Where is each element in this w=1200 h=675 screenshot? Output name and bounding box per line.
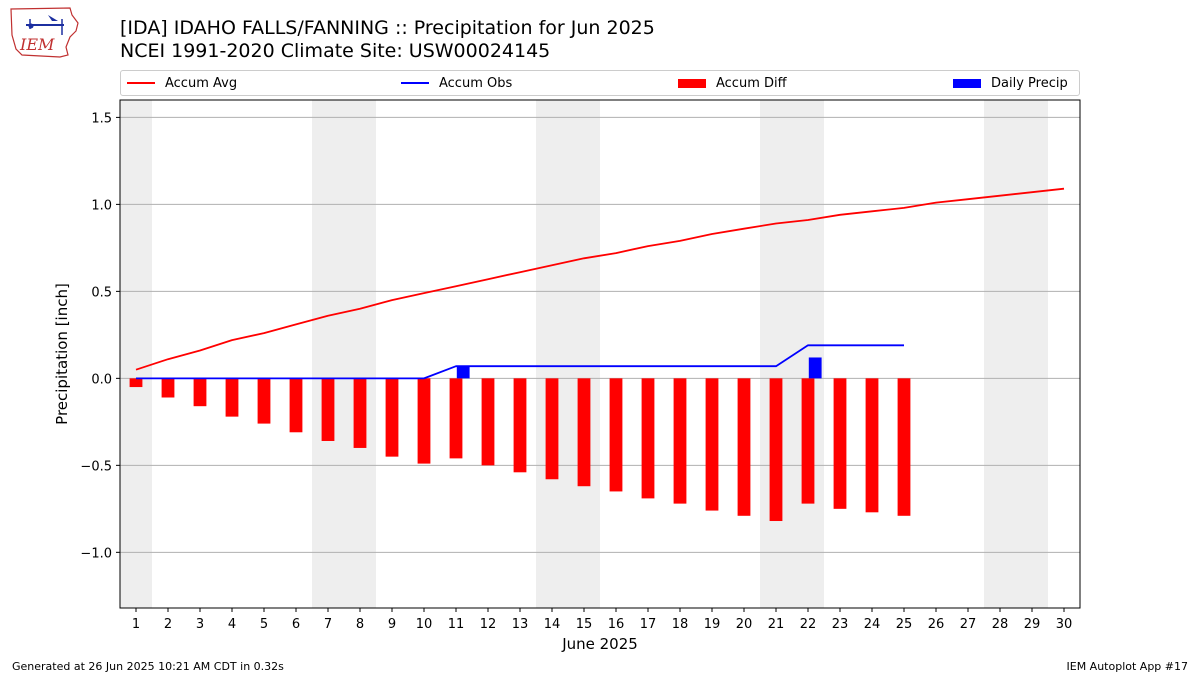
logo-text: IEM	[19, 35, 55, 54]
legend-swatch-accum-obs	[401, 82, 429, 84]
weekend-shade	[760, 100, 824, 608]
x-tick-label: 2	[164, 617, 172, 632]
accum-diff-bar	[673, 378, 687, 504]
accum-diff-bar	[129, 378, 143, 388]
chart-legend: Accum Avg Accum Obs Accum Diff Daily Pre…	[120, 70, 1080, 96]
x-tick-label: 8	[356, 617, 364, 632]
y-tick-label: 1.5	[91, 111, 112, 126]
legend-label-accum-obs: Accum Obs	[439, 75, 513, 91]
x-tick-label: 27	[960, 617, 977, 632]
x-tick-label: 26	[928, 617, 945, 632]
x-tick-label: 18	[672, 617, 689, 632]
y-tick-label: −0.5	[80, 459, 112, 474]
accum-diff-bar	[705, 378, 719, 511]
legend-label-accum-avg: Accum Avg	[165, 75, 238, 91]
y-tick-label: 0.5	[91, 285, 112, 300]
accum-diff-bar	[609, 378, 623, 492]
x-tick-label: 7	[324, 617, 332, 632]
x-tick-label: 25	[896, 617, 913, 632]
x-tick-label: 10	[416, 617, 433, 632]
accum-diff-bar	[385, 378, 399, 457]
legend-item-accum-obs: Accum Obs	[401, 71, 512, 95]
legend-item-accum-diff: Accum Diff	[678, 71, 787, 95]
x-tick-label: 13	[512, 617, 529, 632]
x-tick-label: 16	[608, 617, 625, 632]
iem-logo: IEM	[10, 7, 79, 58]
legend-swatch-accum-avg	[127, 82, 155, 84]
x-tick-label: 24	[864, 617, 881, 632]
accum-diff-bar	[801, 378, 815, 504]
daily-precip-bar	[808, 357, 822, 379]
legend-swatch-accum-diff	[678, 78, 706, 88]
x-tick-label: 12	[480, 617, 497, 632]
x-tick-label: 14	[544, 617, 561, 632]
x-tick-label: 30	[1056, 617, 1073, 632]
accum-diff-bar	[641, 378, 655, 499]
accum-diff-bar	[257, 378, 271, 424]
x-tick-label: 11	[448, 617, 465, 632]
legend-label-daily-precip: Daily Precip	[991, 75, 1068, 91]
accum-diff-bar	[417, 378, 431, 464]
daily-precip-bar	[456, 366, 470, 379]
accum-diff-bar	[833, 378, 847, 509]
x-axis-label: June 2025	[561, 635, 638, 653]
x-tick-label: 19	[704, 617, 721, 632]
accum-diff-bar	[865, 378, 879, 513]
x-tick-label: 4	[228, 617, 236, 632]
accum-diff-bar	[737, 378, 751, 516]
accum-obs-line	[136, 344, 904, 380]
y-tick-label: 1.0	[91, 198, 112, 213]
accum-diff-bar	[545, 378, 559, 480]
x-tick-label: 17	[640, 617, 657, 632]
x-tick-label: 29	[1024, 617, 1041, 632]
app-label: IEM Autoplot App #17	[1066, 660, 1189, 673]
accum-diff-bar	[193, 378, 207, 407]
x-tick-label: 1	[132, 617, 140, 632]
legend-item-daily-precip: Daily Precip	[953, 71, 1068, 95]
x-tick-label: 22	[800, 617, 817, 632]
accum-diff-bar	[225, 378, 239, 417]
chart-subtitle: NCEI 1991-2020 Climate Site: USW00024145	[120, 40, 551, 62]
x-tick-label: 23	[832, 617, 849, 632]
x-tick-label: 9	[388, 617, 396, 632]
accum-diff-bar	[161, 378, 175, 398]
plot-frame	[119, 99, 1081, 609]
generated-timestamp: Generated at 26 Jun 2025 10:21 AM CDT in…	[12, 660, 284, 673]
x-tick-label: 21	[768, 617, 785, 632]
x-tick-label: 20	[736, 617, 753, 632]
y-tick-label: −1.0	[80, 546, 112, 561]
y-tick-label: 0.0	[91, 372, 112, 387]
weekend-shade	[120, 100, 152, 608]
accum-diff-bar	[769, 378, 783, 522]
x-tick-label: 15	[576, 617, 593, 632]
x-tick-label: 3	[196, 617, 204, 632]
legend-swatch-daily-precip	[953, 78, 981, 88]
chart-title: [IDA] IDAHO FALLS/FANNING :: Precipitati…	[120, 17, 655, 39]
x-tick-label: 28	[992, 617, 1009, 632]
x-tick-label: 5	[260, 617, 268, 632]
accum-diff-bar	[513, 378, 527, 473]
legend-label-accum-diff: Accum Diff	[716, 75, 787, 91]
y-axis-label: Precipitation [inch]	[53, 283, 71, 425]
accum-avg-line	[135, 187, 1065, 371]
weekend-shade	[984, 100, 1048, 608]
accum-diff-bar	[897, 378, 911, 516]
accum-diff-bar	[449, 378, 463, 459]
weekend-shade	[312, 100, 376, 608]
accum-diff-bar	[353, 378, 367, 448]
accum-diff-bar	[481, 378, 495, 466]
accum-diff-bar	[289, 378, 303, 433]
weekend-shade	[536, 100, 600, 608]
accum-diff-bar	[577, 378, 591, 487]
legend-item-accum-avg: Accum Avg	[127, 71, 237, 95]
x-tick-label: 6	[292, 617, 300, 632]
accum-diff-bar	[321, 378, 335, 441]
